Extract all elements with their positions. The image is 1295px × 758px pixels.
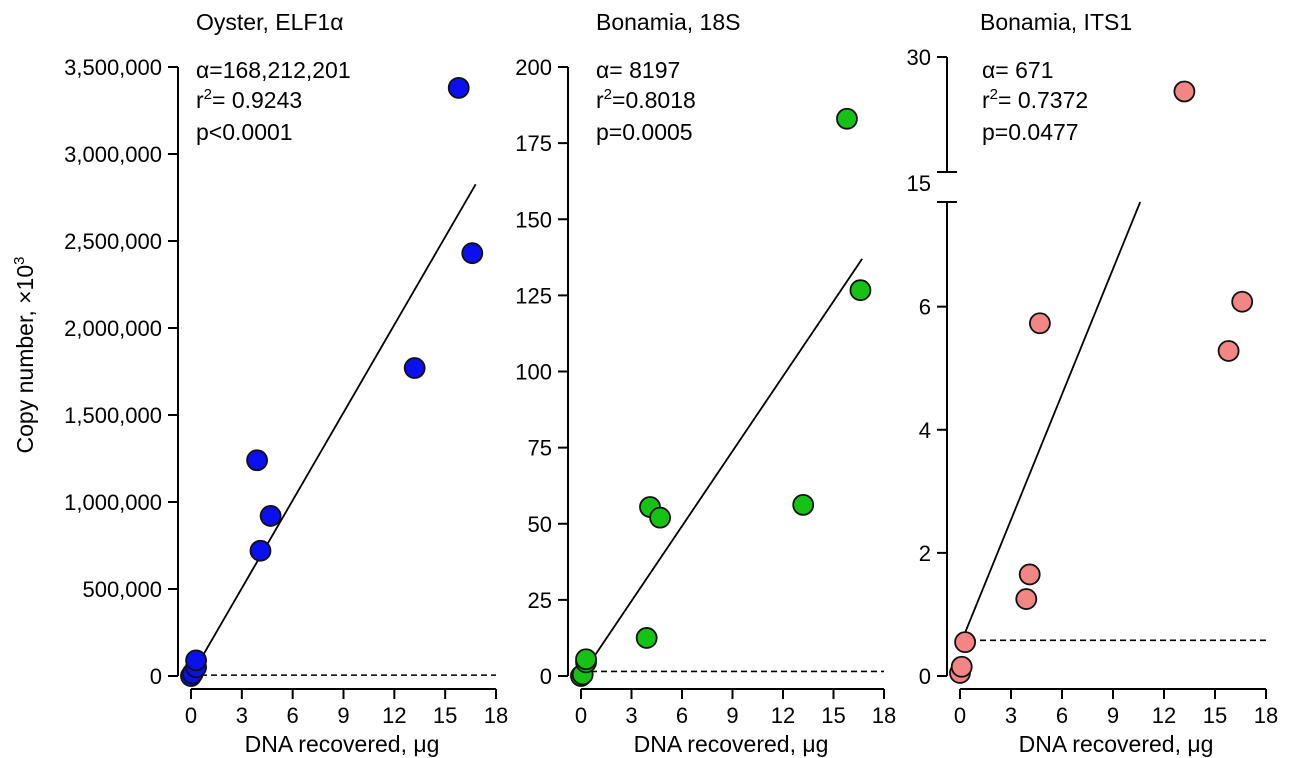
y-tick-label: 3,000,000: [64, 142, 162, 167]
y-tick-label: 50: [528, 512, 552, 537]
x-tick-label: 3: [625, 703, 637, 728]
x-tick-label: 12: [1152, 703, 1176, 728]
data-point: [447, 76, 470, 99]
x-tick-label: 0: [185, 703, 197, 728]
panel-bonamia-its1: Bonamia, ITS1 α= 671 r2= 0.7372 p=0.0477…: [907, 9, 1279, 757]
panel-bonamia-18s: Bonamia, 18S α= 8197 r2=0.8018 p=0.0005 …: [515, 9, 896, 757]
stat-p-value: p<0.0001: [196, 119, 293, 145]
x-tick-label: 12: [771, 703, 795, 728]
y-tick-label: 0: [540, 664, 552, 689]
x-tick-label: 3: [1005, 703, 1017, 728]
y-tick-label: 0: [150, 664, 162, 689]
x-tick-label: 0: [954, 703, 966, 728]
y-tick-label: 75: [528, 436, 552, 461]
x-axis-label: DNA recovered, μg: [634, 731, 829, 757]
y-tick-label: 4: [919, 418, 931, 443]
y-tick-label: 1,500,000: [64, 403, 162, 428]
data-point: [185, 649, 207, 672]
stat-r-squared: r2= 0.7372: [982, 86, 1088, 113]
y-tick-label: 2,500,000: [64, 229, 162, 254]
stat-alpha: α=168,212,201: [196, 57, 351, 83]
panel-title: Oyster, ELF1α: [196, 9, 344, 35]
y-axis-label-exponent: 3: [11, 257, 28, 265]
y-tick-label: 2,000,000: [64, 316, 162, 341]
stats-box: α=168,212,201 r2= 0.9243 p<0.0001: [196, 57, 351, 145]
data-point: [259, 505, 282, 527]
y-axis-label: Copy number, ×103: [11, 257, 38, 454]
x-tick-label: 18: [484, 703, 508, 728]
stat-r-squared: r2=0.8018: [596, 86, 696, 113]
data-point: [249, 539, 272, 562]
panel-oyster-elf1a: Oyster, ELF1α α=168,212,201 r2= 0.9243 p…: [64, 9, 508, 757]
regression-line: [959, 201, 1142, 646]
y-tick-label: 0: [919, 664, 931, 689]
stat-alpha: α= 671: [982, 57, 1054, 83]
x-tick-label: 6: [1056, 703, 1068, 728]
y-tick-label: 3,500,000: [64, 55, 162, 80]
y-tick-label: 175: [515, 131, 552, 156]
x-tick-label: 6: [287, 703, 299, 728]
stat-p-value: p=0.0477: [982, 119, 1079, 145]
y-tick-label: 25: [528, 588, 552, 613]
data-point: [461, 242, 484, 265]
data-point: [1173, 80, 1196, 103]
x-axis-label: DNA recovered, μg: [245, 731, 440, 757]
y-tick-label: 200: [515, 55, 552, 80]
data-point: [635, 627, 658, 649]
data-point: [575, 648, 597, 671]
data-point: [950, 655, 973, 678]
x-tick-label: 18: [1254, 703, 1278, 728]
data-point: [1029, 312, 1051, 335]
y-tick-label: 2: [919, 541, 931, 566]
data-point: [1217, 340, 1240, 362]
x-tick-label: 3: [236, 703, 248, 728]
y-tick-label: 150: [515, 207, 552, 232]
data-point: [954, 631, 976, 654]
x-tick-label: 12: [382, 703, 406, 728]
x-tick-label: 15: [1203, 703, 1227, 728]
y-tick-label: 30: [907, 45, 931, 70]
data-point: [792, 493, 815, 516]
data-point: [403, 357, 426, 379]
x-tick-label: 9: [337, 703, 349, 728]
y-tick-label: 6: [919, 295, 931, 320]
data-point: [649, 506, 672, 529]
y-tick-label: 15: [907, 171, 931, 196]
y-tick-label: 500,000: [82, 577, 162, 602]
stats-box: α= 8197 r2=0.8018 p=0.0005: [596, 57, 696, 145]
regression-line: [190, 183, 477, 677]
data-point: [246, 449, 268, 472]
panel-title: Bonamia, ITS1: [980, 9, 1132, 35]
data-point: [1015, 588, 1038, 610]
stat-alpha: α= 8197: [596, 57, 680, 83]
stats-box: α= 671 r2= 0.7372 p=0.0477: [982, 57, 1088, 145]
y-axis-label-main: Copy number, ×10: [12, 265, 38, 454]
x-tick-label: 15: [821, 703, 845, 728]
data-point: [849, 279, 872, 302]
data-point: [1231, 290, 1254, 313]
x-tick-label: 18: [872, 703, 896, 728]
x-axis-label: DNA recovered, μg: [1019, 731, 1214, 757]
x-tick-label: 9: [726, 703, 738, 728]
x-tick-label: 9: [1107, 703, 1119, 728]
x-tick-label: 0: [575, 703, 587, 728]
y-tick-label: 125: [515, 283, 552, 308]
x-tick-label: 6: [676, 703, 688, 728]
data-point: [836, 107, 858, 130]
data-point: [1018, 563, 1041, 586]
regression-line: [580, 258, 863, 677]
panel-title: Bonamia, 18S: [596, 9, 740, 35]
y-tick-label: 1,000,000: [64, 490, 162, 515]
x-tick-label: 15: [433, 703, 457, 728]
stat-p-value: p=0.0005: [596, 119, 693, 145]
y-tick-label: 100: [515, 360, 552, 385]
stat-r-squared: r2= 0.9243: [196, 86, 302, 113]
